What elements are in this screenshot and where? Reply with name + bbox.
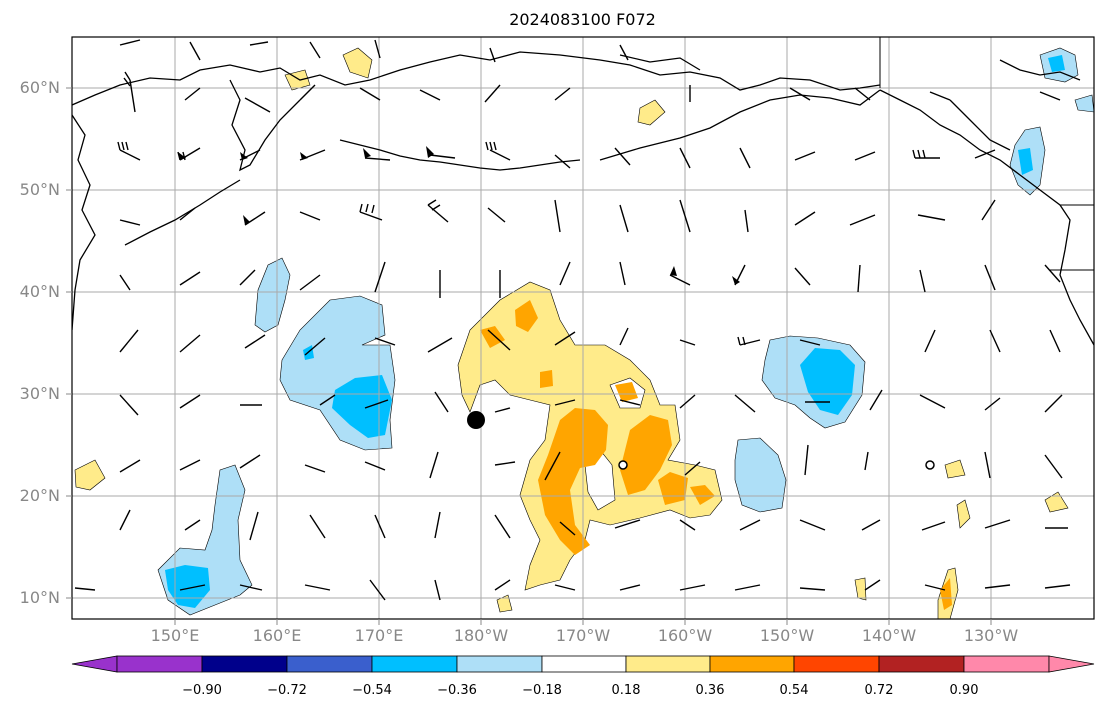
graticule xyxy=(72,37,1094,619)
colorbar-tick-label: 0.54 xyxy=(779,683,809,698)
colorbar-swatch xyxy=(709,655,795,673)
contour-fill-orange xyxy=(480,300,952,610)
colorbar-swatch xyxy=(541,655,627,673)
lon-label: 150°E xyxy=(150,626,200,645)
lon-label: 160°E xyxy=(252,626,302,645)
lon-label: 160°W xyxy=(657,626,713,645)
lat-label: 10°N xyxy=(19,588,60,607)
colorbar-swatch xyxy=(625,655,711,673)
colorbar-swatch xyxy=(286,655,373,673)
colorbar-swatch xyxy=(116,655,203,673)
colorbar-extend-high xyxy=(1048,655,1095,673)
storm-marker-open-1 xyxy=(618,460,628,470)
colorbar-tick-label: −0.36 xyxy=(437,683,477,698)
colorbar-swatch xyxy=(793,655,880,673)
colorbar-tick-label: 0.36 xyxy=(695,683,725,698)
lat-label: 30°N xyxy=(19,384,60,403)
wind-barbs xyxy=(74,39,1071,601)
lon-label: 150°W xyxy=(759,626,815,645)
colorbar-tick-label: −0.54 xyxy=(352,683,392,698)
contour-fill-blue xyxy=(165,55,1065,608)
border-lines xyxy=(879,37,1094,271)
colorbar-swatch xyxy=(201,655,288,673)
colorbar-tick-label: −0.18 xyxy=(522,683,562,698)
colorbar-swatch xyxy=(456,655,543,673)
lat-label: 60°N xyxy=(19,78,60,97)
lon-label: 130°W xyxy=(963,626,1019,645)
lon-label: 170°E xyxy=(354,626,404,645)
storm-marker-filled xyxy=(467,411,485,429)
storm-marker-open-2 xyxy=(925,460,935,470)
wind-barb-flags xyxy=(178,146,740,285)
colorbar-tick-label: −0.72 xyxy=(267,683,307,698)
coastlines xyxy=(72,51,1094,346)
colorbar-swatch xyxy=(878,655,965,673)
lat-label: 40°N xyxy=(19,282,60,301)
colorbar-tick-label: 0.72 xyxy=(864,683,894,698)
colorbar-swatch xyxy=(963,655,1050,673)
lat-label: 20°N xyxy=(19,486,60,505)
colorbar-swatch xyxy=(371,655,458,673)
lon-label: 180°W xyxy=(453,626,509,645)
lon-label: 140°W xyxy=(861,626,917,645)
colorbar xyxy=(71,655,1095,673)
colorbar-tick-label: 0.18 xyxy=(611,683,641,698)
map-title: 2024083100 F072 xyxy=(509,10,656,29)
colorbar-tick-label: −0.90 xyxy=(182,683,222,698)
colorbar-extend-low xyxy=(71,655,118,673)
lat-label: 50°N xyxy=(19,180,60,199)
lon-label: 170°W xyxy=(555,626,611,645)
colorbar-tick-label: 0.90 xyxy=(949,683,979,698)
